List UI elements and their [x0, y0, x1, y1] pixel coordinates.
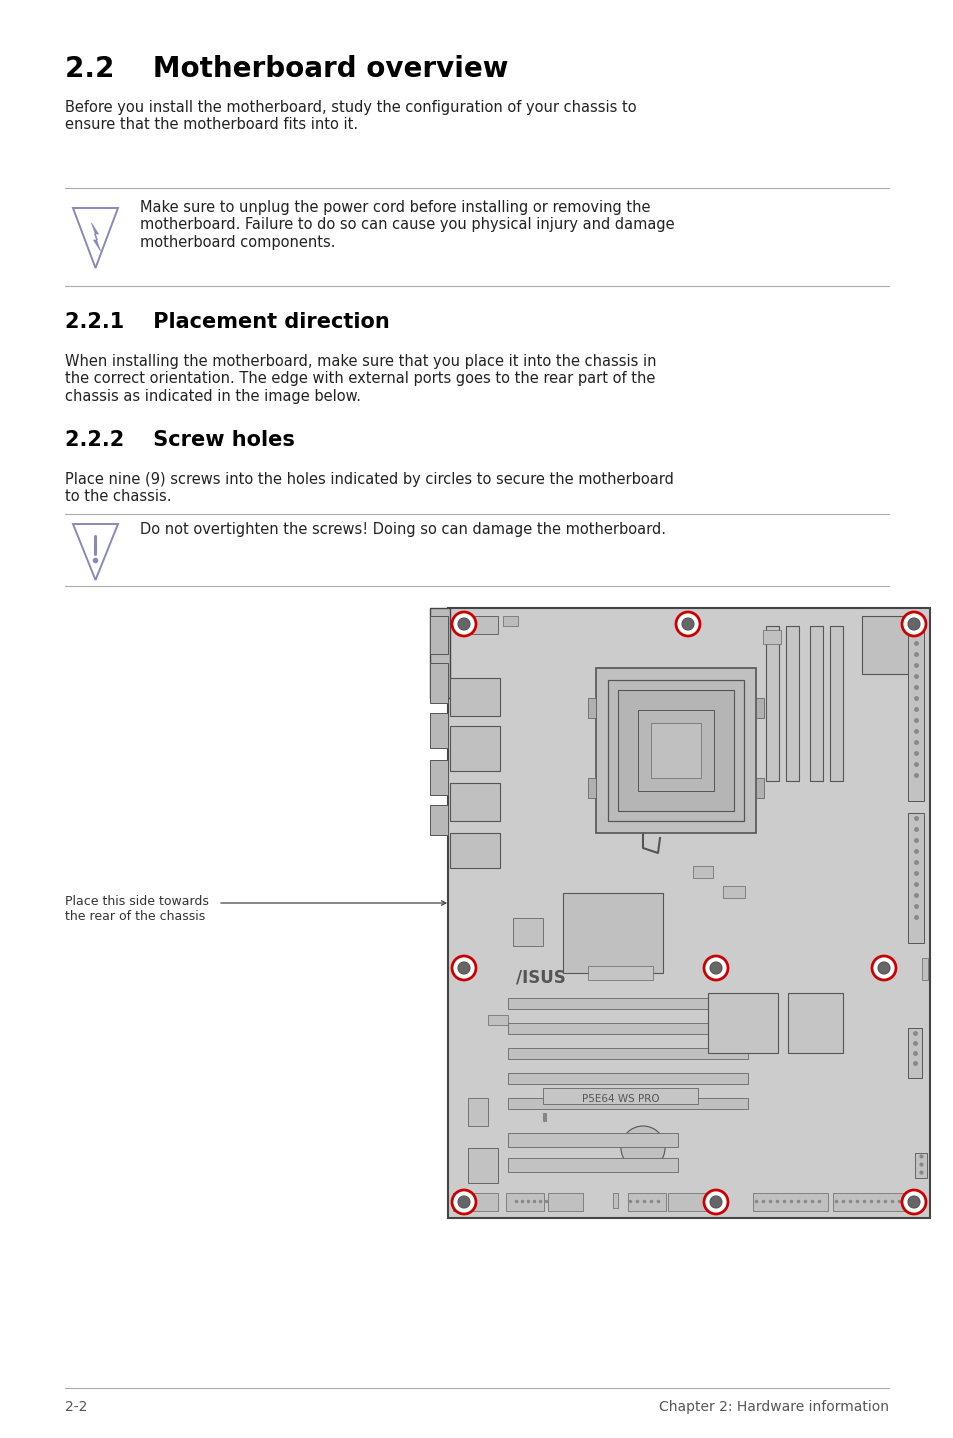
Text: Do not overtighten the screws! Doing so can damage the motherboard.: Do not overtighten the screws! Doing so …: [140, 522, 665, 536]
Bar: [907, 626, 923, 801]
Circle shape: [901, 1191, 925, 1214]
Bar: [587, 697, 596, 718]
Bar: [667, 1194, 705, 1211]
Bar: [755, 778, 763, 798]
Bar: [430, 761, 448, 795]
Bar: [468, 615, 497, 634]
Bar: [752, 1194, 827, 1211]
Bar: [507, 1048, 747, 1058]
Bar: [921, 958, 927, 981]
Circle shape: [457, 962, 470, 974]
Bar: [507, 998, 747, 1009]
Bar: [627, 1194, 665, 1211]
Bar: [468, 1148, 497, 1183]
Text: 2.2    Motherboard overview: 2.2 Motherboard overview: [65, 55, 508, 83]
Circle shape: [452, 956, 476, 981]
Text: Place this side towards
the rear of the chassis: Place this side towards the rear of the …: [65, 894, 209, 923]
Bar: [507, 1133, 678, 1148]
Bar: [430, 805, 448, 835]
Text: /ISUS: /ISUS: [516, 969, 565, 986]
Bar: [762, 630, 781, 644]
Circle shape: [907, 1196, 919, 1208]
Bar: [488, 1015, 507, 1025]
Circle shape: [877, 962, 889, 974]
Bar: [450, 784, 499, 821]
Bar: [765, 626, 779, 781]
Text: P5E64 WS PRO: P5E64 WS PRO: [581, 1094, 659, 1104]
Bar: [450, 726, 499, 771]
Text: Make sure to unplug the power cord before installing or removing the
motherboard: Make sure to unplug the power cord befor…: [140, 200, 674, 250]
Text: 2.2.1    Placement direction: 2.2.1 Placement direction: [65, 312, 390, 332]
Text: Before you install the motherboard, study the configuration of your chassis to
e: Before you install the motherboard, stud…: [65, 101, 636, 132]
Circle shape: [620, 1126, 664, 1171]
Circle shape: [901, 613, 925, 636]
Bar: [507, 1073, 747, 1084]
Bar: [638, 710, 713, 791]
Bar: [430, 713, 448, 748]
Bar: [692, 866, 712, 879]
Bar: [596, 669, 755, 833]
Circle shape: [703, 956, 727, 981]
Circle shape: [703, 1191, 727, 1214]
Bar: [907, 1028, 921, 1078]
Bar: [448, 608, 929, 1218]
Bar: [722, 886, 744, 897]
Bar: [507, 1099, 747, 1109]
Circle shape: [871, 956, 895, 981]
Bar: [430, 615, 448, 654]
Polygon shape: [91, 223, 100, 252]
Circle shape: [457, 1196, 470, 1208]
Circle shape: [907, 618, 919, 630]
Bar: [542, 1113, 545, 1122]
Circle shape: [709, 1196, 721, 1208]
Bar: [829, 626, 842, 781]
Bar: [505, 1194, 543, 1211]
Circle shape: [681, 618, 693, 630]
Bar: [809, 626, 822, 781]
Bar: [707, 994, 778, 1053]
Bar: [618, 690, 733, 811]
Bar: [507, 1022, 747, 1034]
Bar: [450, 677, 499, 716]
Bar: [547, 1194, 582, 1211]
Bar: [785, 626, 799, 781]
Bar: [587, 778, 596, 798]
Bar: [587, 966, 652, 981]
Bar: [450, 833, 499, 869]
Text: When installing the motherboard, make sure that you place it into the chassis in: When installing the motherboard, make su…: [65, 354, 656, 404]
Bar: [542, 1089, 698, 1104]
Circle shape: [676, 613, 700, 636]
Bar: [914, 1153, 926, 1178]
Circle shape: [452, 1191, 476, 1214]
Bar: [453, 1194, 497, 1211]
Bar: [787, 994, 842, 1053]
Circle shape: [709, 962, 721, 974]
Bar: [907, 812, 923, 943]
Bar: [562, 893, 662, 974]
Bar: [832, 1194, 907, 1211]
Text: 2-2: 2-2: [65, 1401, 88, 1414]
Text: Chapter 2: Hardware information: Chapter 2: Hardware information: [659, 1401, 888, 1414]
Bar: [513, 917, 542, 946]
Bar: [862, 615, 913, 674]
Bar: [502, 615, 517, 626]
Text: Place nine (9) screws into the holes indicated by circles to secure the motherbo: Place nine (9) screws into the holes ind…: [65, 472, 673, 505]
Text: 2.2.2    Screw holes: 2.2.2 Screw holes: [65, 430, 294, 450]
Bar: [607, 680, 743, 821]
Bar: [613, 1194, 618, 1208]
Bar: [468, 1099, 488, 1126]
Bar: [430, 608, 450, 697]
Bar: [909, 1194, 919, 1208]
Bar: [650, 723, 700, 778]
Bar: [507, 1158, 678, 1172]
Circle shape: [457, 618, 470, 630]
Circle shape: [452, 613, 476, 636]
Bar: [430, 663, 448, 703]
Bar: [755, 697, 763, 718]
